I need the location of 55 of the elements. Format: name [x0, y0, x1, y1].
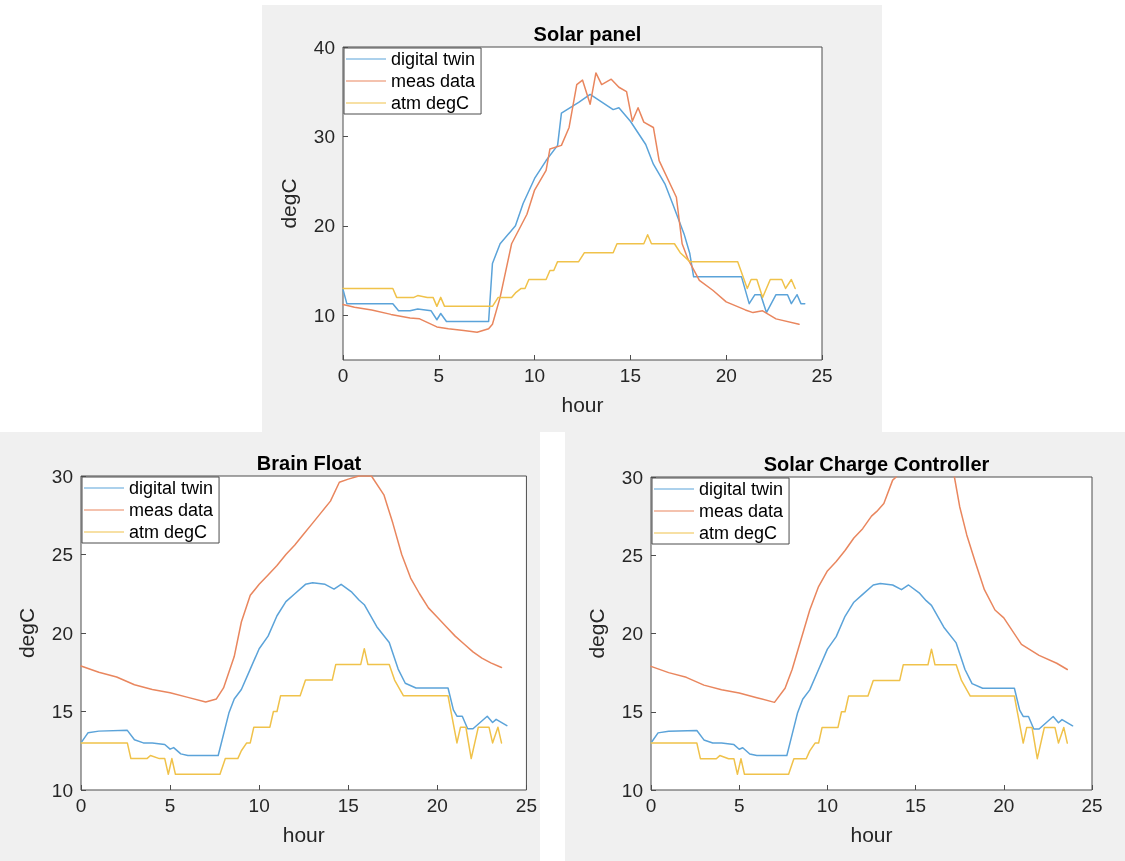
x-tick-label: 15 [905, 795, 927, 816]
y-tick-label: 30 [621, 466, 643, 488]
x-tick-label: 15 [337, 795, 359, 816]
x-tick-label: 10 [524, 365, 546, 386]
x-tick-label: 20 [426, 795, 448, 816]
x-tick-label: 0 [645, 795, 657, 816]
legend-label: digital twin [129, 478, 214, 498]
y-axis-title: degC [277, 178, 300, 229]
x-tick-label: 25 [515, 795, 537, 816]
x-axis-title: hour [850, 823, 893, 846]
x-tick-label: 25 [1081, 795, 1103, 816]
x-axis-title: hour [561, 393, 604, 416]
y-tick-label: 10 [51, 779, 73, 801]
legend-label: atm degC [699, 523, 778, 543]
y-tick-label: 10 [621, 779, 643, 801]
line-series [80, 475, 503, 703]
x-tick-label: 0 [337, 365, 349, 386]
x-tick-label: 5 [433, 365, 445, 386]
x-tick-label: 5 [733, 795, 745, 816]
y-axis-title: degC [585, 608, 608, 659]
x-tick-label: 20 [993, 795, 1015, 816]
line-series [80, 647, 503, 776]
legend-label: digital twin [391, 49, 476, 69]
chart-title: Solar Charge Controller [763, 453, 990, 475]
y-tick-label: 20 [313, 215, 335, 237]
y-tick-label: 25 [621, 544, 643, 566]
line-series [650, 648, 1069, 776]
y-tick-label: 20 [621, 623, 643, 644]
legend-label: digital twin [699, 479, 784, 499]
y-tick-label: 10 [313, 304, 335, 326]
y-tick-label: 15 [621, 701, 643, 723]
chart-title: Solar panel [533, 23, 642, 45]
x-tick-label: 25 [811, 365, 833, 386]
y-tick-label: 30 [313, 125, 335, 147]
legend-label: atm degC [129, 522, 208, 542]
y-tick-label: 25 [51, 544, 73, 565]
x-axis-title: hour [282, 823, 325, 846]
y-tick-label: 40 [313, 36, 335, 58]
y-tick-label: 15 [51, 701, 73, 722]
x-tick-label: 10 [816, 795, 838, 816]
y-axis-title: degC [15, 607, 38, 659]
y-tick-label: 20 [51, 622, 73, 644]
legend-label: meas data [699, 501, 785, 521]
y-tick-label: 30 [51, 465, 73, 487]
x-tick-label: 0 [75, 795, 87, 816]
legend-label: meas data [129, 500, 215, 520]
x-tick-label: 10 [248, 795, 270, 816]
x-tick-label: 20 [715, 365, 737, 386]
chart-title: Brain Float [256, 452, 362, 474]
x-tick-label: 5 [164, 795, 176, 816]
legend-label: meas data [391, 71, 477, 91]
legend-label: atm degC [391, 93, 470, 113]
line-series [80, 582, 508, 757]
line-series [650, 582, 1074, 757]
line-series [342, 234, 796, 308]
